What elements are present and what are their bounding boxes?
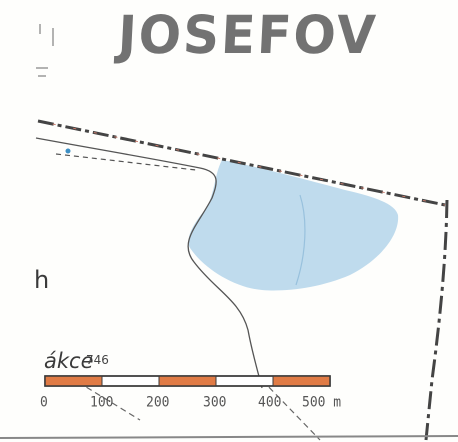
scale-segment-1 bbox=[45, 376, 102, 386]
place-title: JOSEFOV bbox=[116, 4, 379, 66]
shaded-area bbox=[188, 160, 399, 291]
caption-label: ákce bbox=[44, 349, 94, 373]
scale-segment-5 bbox=[273, 376, 330, 386]
road-line bbox=[35, 137, 263, 389]
boundary-top bbox=[37, 119, 446, 207]
scale-label-500: 500 m bbox=[302, 394, 342, 411]
boundary-right bbox=[424, 199, 449, 441]
corner-marks bbox=[36, 24, 54, 77]
scale-label-200: 200 bbox=[146, 394, 170, 411]
scale-label-100: 100 bbox=[90, 394, 114, 411]
parcel-number: 746 bbox=[86, 353, 109, 367]
scale-bar bbox=[44, 375, 331, 387]
side-label: h bbox=[34, 266, 50, 294]
scale-label-0: 0 bbox=[40, 394, 48, 411]
scale-label-400: 400 bbox=[258, 394, 282, 411]
scale-label-300: 300 bbox=[203, 394, 227, 411]
scale-segment-3 bbox=[159, 376, 216, 386]
